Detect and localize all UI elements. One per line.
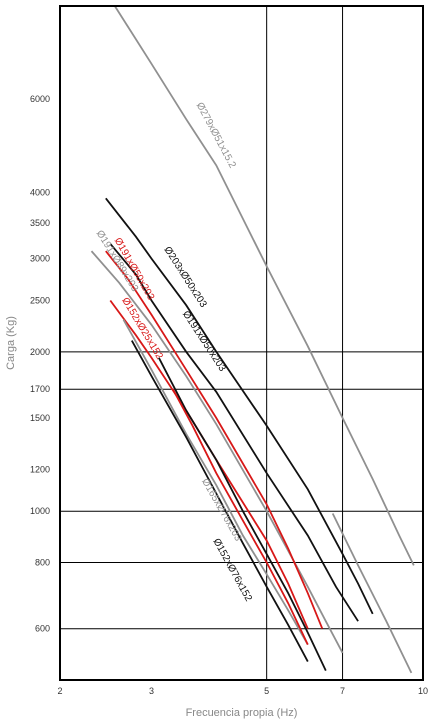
- y-tick-label-1000: 1000: [30, 506, 50, 516]
- x-tick-label-5: 5: [264, 686, 269, 696]
- y-tick-label-600: 600: [35, 624, 50, 634]
- y-axis-title: Carga (Kg): [5, 316, 17, 370]
- series-line-3: [109, 243, 359, 622]
- x-tick-labels: 2 3 5 7 10: [57, 686, 428, 696]
- x-axis-title: Frecuencia propia (Hz): [186, 707, 298, 719]
- y-tick-label-1200: 1200: [30, 464, 50, 474]
- y-tick-label-2000: 2000: [30, 347, 50, 357]
- y-tick-label-1500: 1500: [30, 413, 50, 423]
- series-line-1: [331, 513, 413, 674]
- y-tick-label-800: 800: [35, 558, 50, 568]
- series-line-4: [90, 250, 344, 654]
- series-line-10: [172, 388, 309, 645]
- series-line-5: [105, 250, 324, 630]
- x-tick-label-10: 10: [418, 686, 428, 696]
- y-tick-labels: 600 800 1000 1200 1500 1700 2000 2500 3000 3500 40…: [30, 94, 50, 633]
- y-tick-label-6000: 6000: [30, 94, 50, 104]
- x-tick-label-3: 3: [149, 686, 154, 696]
- y-tick-label-4000: 4000: [30, 187, 50, 197]
- x-tick-label-7: 7: [340, 686, 345, 696]
- series-line-8: [131, 340, 309, 663]
- y-tick-label-3000: 3000: [30, 254, 50, 264]
- y-tick-label-2500: 2500: [30, 296, 50, 306]
- y-tick-label-1700: 1700: [30, 384, 50, 394]
- y-tick-label-3500: 3500: [30, 218, 50, 228]
- x-tick-label-2: 2: [57, 686, 62, 696]
- series-line-9: [158, 357, 327, 671]
- series-line-2: [105, 197, 374, 615]
- series-group: [90, 5, 415, 674]
- series-line-0: [114, 5, 415, 566]
- series-line-7: [122, 319, 309, 646]
- plot-border: [59, 5, 424, 681]
